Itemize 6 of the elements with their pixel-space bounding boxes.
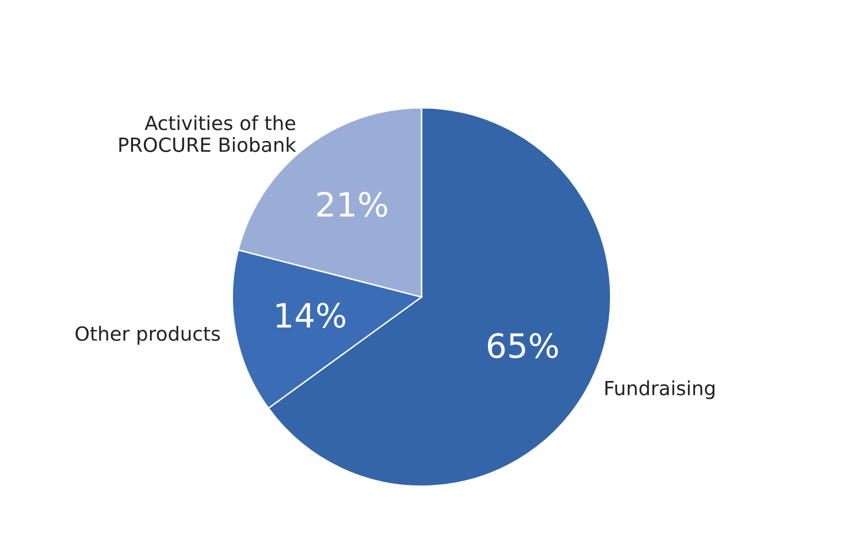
slice-label: Activities of the PROCURE Biobank bbox=[119, 115, 296, 152]
slice-label: Other products bbox=[76, 326, 220, 345]
data-label: 14% bbox=[276, 302, 346, 328]
data-label: 65% bbox=[488, 332, 558, 358]
slice-label: Fundraising bbox=[605, 380, 714, 400]
data-label: 21% bbox=[317, 192, 388, 217]
